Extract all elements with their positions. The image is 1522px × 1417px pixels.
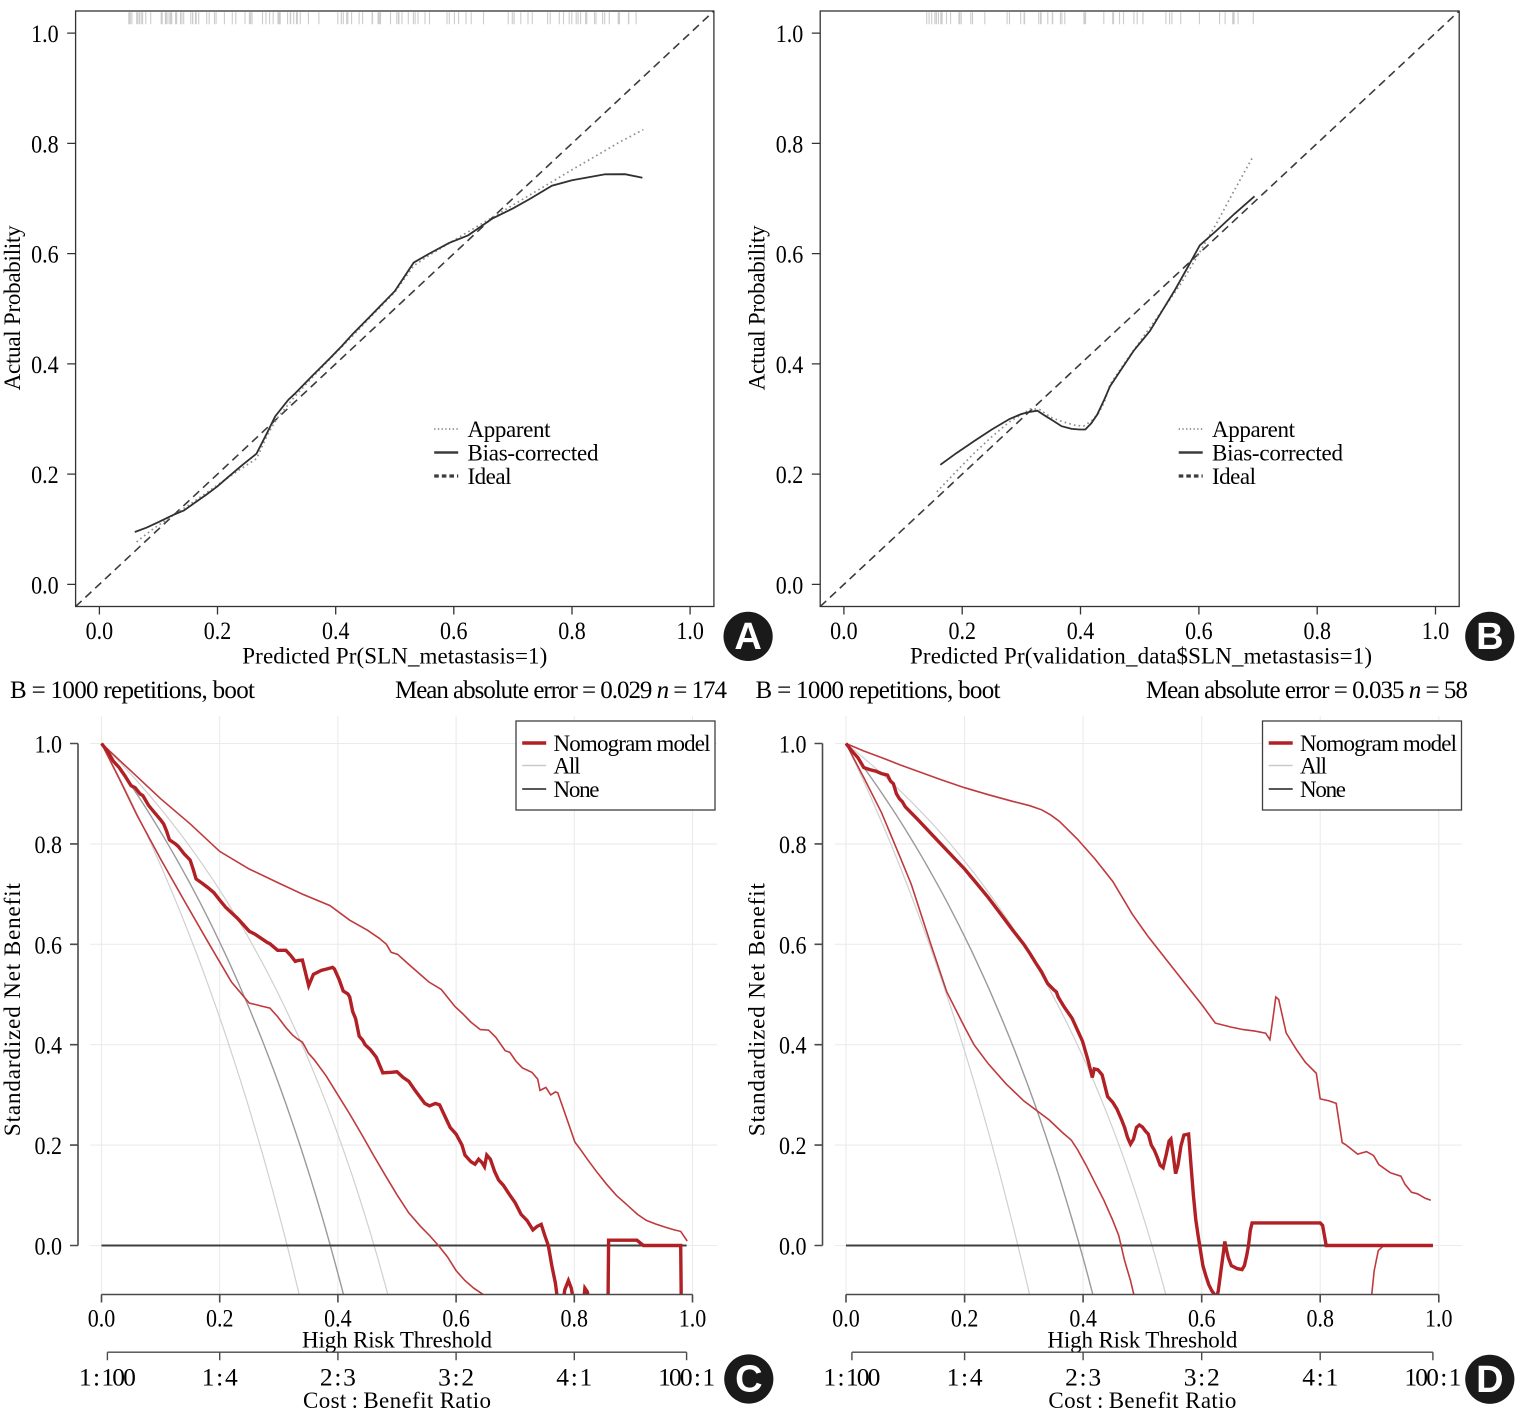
svg-text:1.0: 1.0 bbox=[31, 19, 59, 48]
svg-text:Nomogram model: Nomogram model bbox=[1300, 731, 1457, 756]
svg-text:Bias-corrected: Bias-corrected bbox=[468, 441, 600, 466]
svg-text:0.6: 0.6 bbox=[442, 1304, 470, 1333]
svg-text:0.2: 0.2 bbox=[779, 1131, 807, 1160]
svg-text:0.6: 0.6 bbox=[1185, 616, 1213, 645]
svg-text:1.0: 1.0 bbox=[35, 730, 63, 759]
svg-text:1.0: 1.0 bbox=[676, 616, 704, 645]
svg-text:3 : 2: 3 : 2 bbox=[438, 1363, 474, 1392]
svg-text:0.6: 0.6 bbox=[35, 930, 63, 959]
svg-text:0.2: 0.2 bbox=[948, 616, 976, 645]
svg-text:0.8: 0.8 bbox=[558, 616, 586, 645]
svg-text:B: B bbox=[1476, 616, 1503, 658]
svg-text:0.6: 0.6 bbox=[440, 616, 468, 645]
svg-text:High Risk Threshold: High Risk Threshold bbox=[302, 1327, 493, 1352]
svg-text:0.2: 0.2 bbox=[951, 1304, 979, 1333]
svg-text:4 : 1: 4 : 1 bbox=[1302, 1363, 1338, 1392]
svg-text:Mean absolute error = 0.029 n: Mean absolute error = 0.029 n = 174 bbox=[395, 677, 728, 704]
svg-text:0.0: 0.0 bbox=[88, 1304, 116, 1333]
svg-text:0.8: 0.8 bbox=[776, 129, 804, 158]
svg-text:0.4: 0.4 bbox=[779, 1031, 807, 1060]
svg-text:Apparent: Apparent bbox=[1212, 417, 1296, 442]
svg-text:0.6: 0.6 bbox=[1188, 1304, 1216, 1333]
svg-text:1 : 4: 1 : 4 bbox=[947, 1363, 983, 1392]
svg-text:Bias-corrected: Bias-corrected bbox=[1212, 441, 1344, 466]
svg-text:4 : 1: 4 : 1 bbox=[556, 1363, 592, 1392]
svg-text:Apparent: Apparent bbox=[468, 417, 552, 442]
svg-text:Mean absolute error = 0.035 n: Mean absolute error = 0.035 n = 58 bbox=[1146, 677, 1468, 704]
svg-text:3 : 2: 3 : 2 bbox=[1184, 1363, 1220, 1392]
svg-text:Cost : Benefit Ratio: Cost : Benefit Ratio bbox=[1048, 1388, 1236, 1412]
svg-text:0.6: 0.6 bbox=[779, 930, 807, 959]
svg-text:0.8: 0.8 bbox=[31, 129, 59, 158]
svg-text:Predicted Pr(validation_data$S: Predicted Pr(validation_data$SLN_metasta… bbox=[910, 644, 1372, 669]
svg-text:0.8: 0.8 bbox=[35, 830, 63, 859]
svg-text:0.2: 0.2 bbox=[31, 460, 59, 489]
svg-text:0.4: 0.4 bbox=[31, 350, 59, 379]
svg-text:Standardized Net Benefit: Standardized Net Benefit bbox=[745, 882, 770, 1136]
svg-text:0.6: 0.6 bbox=[31, 240, 59, 269]
svg-text:0.2: 0.2 bbox=[204, 616, 232, 645]
svg-text:Actual Probability: Actual Probability bbox=[0, 225, 25, 391]
svg-text:2 : 3: 2 : 3 bbox=[320, 1363, 356, 1392]
svg-text:Cost : Benefit Ratio: Cost : Benefit Ratio bbox=[303, 1388, 491, 1412]
svg-text:0.4: 0.4 bbox=[324, 1304, 352, 1333]
svg-text:Predicted Pr(SLN_metastasis=1): Predicted Pr(SLN_metastasis=1) bbox=[242, 644, 547, 669]
svg-text:0.4: 0.4 bbox=[1067, 616, 1095, 645]
svg-text:B = 1000 repetitions, boot: B = 1000 repetitions, boot bbox=[10, 677, 255, 704]
svg-text:B = 1000 repetitions, boot: B = 1000 repetitions, boot bbox=[756, 677, 1001, 704]
svg-text:0.4: 0.4 bbox=[322, 616, 350, 645]
svg-text:None: None bbox=[554, 777, 600, 802]
svg-text:None: None bbox=[1300, 777, 1346, 802]
svg-text:0.0: 0.0 bbox=[776, 570, 804, 599]
svg-text:1.0: 1.0 bbox=[1422, 616, 1450, 645]
svg-text:All: All bbox=[1300, 754, 1327, 779]
svg-text:0.0: 0.0 bbox=[832, 1304, 860, 1333]
svg-text:All: All bbox=[554, 754, 581, 779]
svg-text:0.0: 0.0 bbox=[779, 1232, 807, 1261]
svg-text:Actual Probability: Actual Probability bbox=[745, 225, 770, 391]
svg-text:0.8: 0.8 bbox=[779, 830, 807, 859]
svg-text:0.0: 0.0 bbox=[35, 1232, 63, 1261]
svg-text:0.0: 0.0 bbox=[86, 616, 114, 645]
svg-text:1.0: 1.0 bbox=[776, 19, 804, 48]
svg-text:0.2: 0.2 bbox=[776, 460, 804, 489]
svg-text:Ideal: Ideal bbox=[468, 464, 512, 489]
svg-text:0.0: 0.0 bbox=[830, 616, 858, 645]
svg-text:0.6: 0.6 bbox=[776, 240, 804, 269]
svg-text:D: D bbox=[1476, 1359, 1503, 1401]
svg-text:0.2: 0.2 bbox=[206, 1304, 234, 1333]
svg-text:Nomogram model: Nomogram model bbox=[554, 731, 711, 756]
svg-text:0.8: 0.8 bbox=[1306, 1304, 1334, 1333]
svg-text:Ideal: Ideal bbox=[1212, 464, 1256, 489]
svg-text:1.0: 1.0 bbox=[1425, 1304, 1453, 1333]
svg-text:0.8: 0.8 bbox=[1303, 616, 1331, 645]
svg-text:Standardized Net Benefit: Standardized Net Benefit bbox=[0, 882, 25, 1136]
svg-text:1.0: 1.0 bbox=[779, 730, 807, 759]
svg-text:0.2: 0.2 bbox=[35, 1131, 63, 1160]
svg-text:1.0: 1.0 bbox=[679, 1304, 707, 1333]
svg-text:C: C bbox=[735, 1359, 762, 1401]
svg-text:0.4: 0.4 bbox=[1069, 1304, 1097, 1333]
svg-text:0.8: 0.8 bbox=[561, 1304, 589, 1333]
svg-text:1 : 4: 1 : 4 bbox=[202, 1363, 238, 1392]
svg-text:0.4: 0.4 bbox=[35, 1031, 63, 1060]
svg-text:1 : 100: 1 : 100 bbox=[79, 1363, 136, 1392]
svg-text:0.0: 0.0 bbox=[31, 570, 59, 599]
svg-text:100 : 1: 100 : 1 bbox=[1404, 1363, 1461, 1392]
svg-text:1 : 100: 1 : 100 bbox=[823, 1363, 880, 1392]
svg-text:High Risk Threshold: High Risk Threshold bbox=[1047, 1327, 1238, 1352]
svg-text:0.4: 0.4 bbox=[776, 350, 804, 379]
svg-text:A: A bbox=[734, 616, 761, 658]
svg-text:100 : 1: 100 : 1 bbox=[658, 1363, 715, 1392]
svg-text:2 : 3: 2 : 3 bbox=[1065, 1363, 1101, 1392]
